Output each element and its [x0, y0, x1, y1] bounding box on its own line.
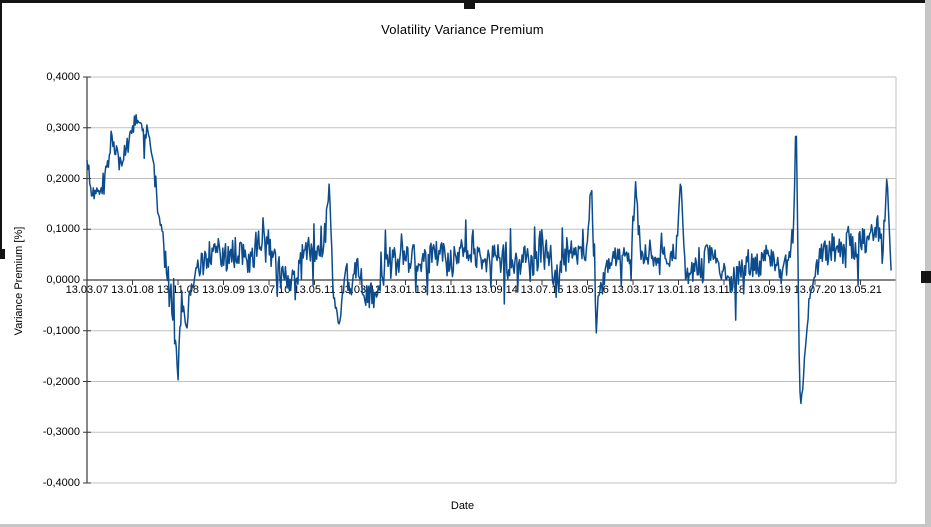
y-tick-label: -0,3000	[42, 426, 80, 439]
y-tick-label: 0,1000	[46, 223, 80, 236]
selection-handle-left[interactable]	[0, 249, 5, 259]
chart-frame-bottom-border	[0, 524, 931, 527]
selection-handle-right[interactable]	[921, 271, 931, 283]
selection-handle-top[interactable]	[464, 0, 475, 9]
y-tick-label: 0,2000	[46, 172, 80, 185]
y-tick-label: -0,1000	[42, 324, 80, 337]
series-line	[86, 113, 892, 405]
y-tick-label: 0,4000	[46, 71, 80, 83]
y-tick-label: 0,3000	[46, 121, 80, 134]
y-tick-label: -0,4000	[42, 477, 80, 489]
chart-frame-right-border	[925, 0, 931, 527]
y-tick-label: -0,2000	[42, 375, 80, 388]
y-tick-label: 0,0000	[46, 274, 80, 286]
chart-title: Volatility Variance Premium	[381, 22, 544, 37]
x-tick-label: 13.05.21	[839, 284, 882, 296]
chart-frame-left-border	[0, 0, 2, 258]
x-axis-title: Date	[450, 500, 475, 512]
